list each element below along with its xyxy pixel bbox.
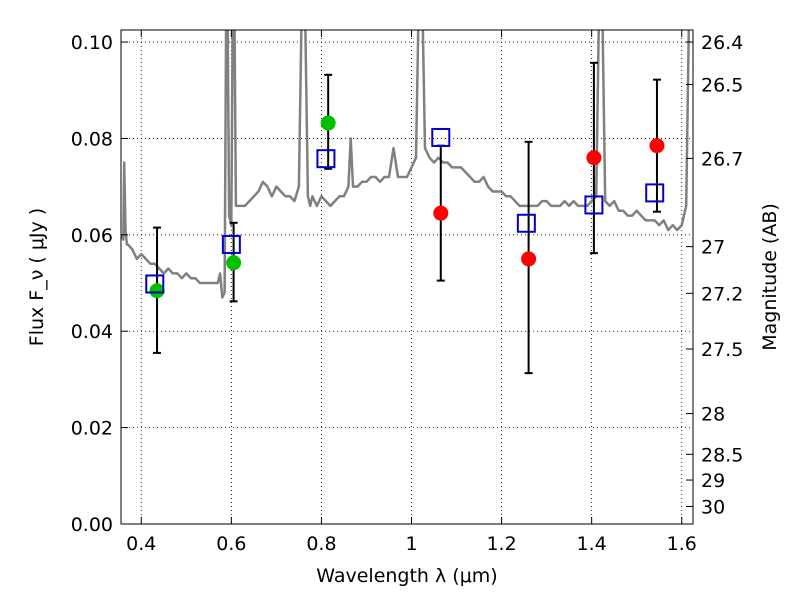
x-tick-label: 0.4 — [126, 533, 156, 555]
blue-square-point — [431, 127, 451, 147]
y-right-axis-title: Magnitude (AB) — [759, 203, 781, 351]
y-tick-label: 0.04 — [71, 321, 113, 343]
spectrum-layer — [121, 30, 691, 299]
red-point-point — [649, 138, 665, 154]
red-point-point — [433, 205, 449, 221]
mag-tick-label: 28.5 — [701, 444, 743, 466]
blue-square-point — [221, 234, 241, 254]
marker-layer — [145, 115, 665, 299]
spectrum-line — [121, 30, 691, 299]
mag-tick-label: 26.4 — [701, 32, 743, 54]
green-point-point — [320, 115, 336, 131]
blue-square-point — [584, 195, 604, 215]
y-tick-label: 0.06 — [71, 225, 113, 247]
tick-layer: 0.4 0.6 0.8 1 1.2 1.4 1.6 0.00 0.02 0.04 0.06 0.08 0… — [71, 30, 743, 555]
mag-tick-label: 26.7 — [701, 148, 743, 170]
y-tick-label: 0.00 — [71, 514, 113, 536]
mag-tick-label: 27.5 — [701, 339, 743, 361]
mag-tick-label: 27.2 — [701, 283, 743, 305]
green-point-point — [226, 255, 242, 271]
x-tick-label: 1.6 — [667, 533, 697, 555]
mag-tick-label: 26.5 — [701, 74, 743, 96]
x-tick-label: 0.8 — [306, 533, 336, 555]
x-tick-label: 1.2 — [486, 533, 516, 555]
y-tick-label: 0.10 — [71, 32, 113, 54]
grid-layer — [121, 30, 693, 525]
x-tick-label: 1 — [405, 533, 417, 555]
plot-frame — [120, 29, 694, 525]
red-point-point — [521, 251, 537, 267]
blue-square-point — [645, 183, 665, 203]
mag-tick-label: 30 — [701, 497, 725, 519]
green-point-point — [149, 283, 165, 299]
blue-square-point — [145, 274, 165, 294]
red-point-point — [586, 150, 602, 166]
x-axis-title: Wavelength λ (μm) — [316, 565, 497, 587]
y-axis-title: Flux F_ν ( μJy ) — [26, 208, 48, 346]
x-tick-label: 0.6 — [216, 533, 246, 555]
blue-square-point — [316, 149, 336, 169]
mag-tick-label: 27 — [701, 237, 725, 259]
blue-square-point — [516, 213, 536, 233]
y-tick-label: 0.08 — [71, 128, 113, 150]
x-tick-label: 1.4 — [577, 533, 607, 555]
y-tick-label: 0.02 — [71, 418, 113, 440]
mag-tick-label: 29 — [701, 470, 725, 492]
mag-tick-label: 28 — [701, 404, 725, 426]
